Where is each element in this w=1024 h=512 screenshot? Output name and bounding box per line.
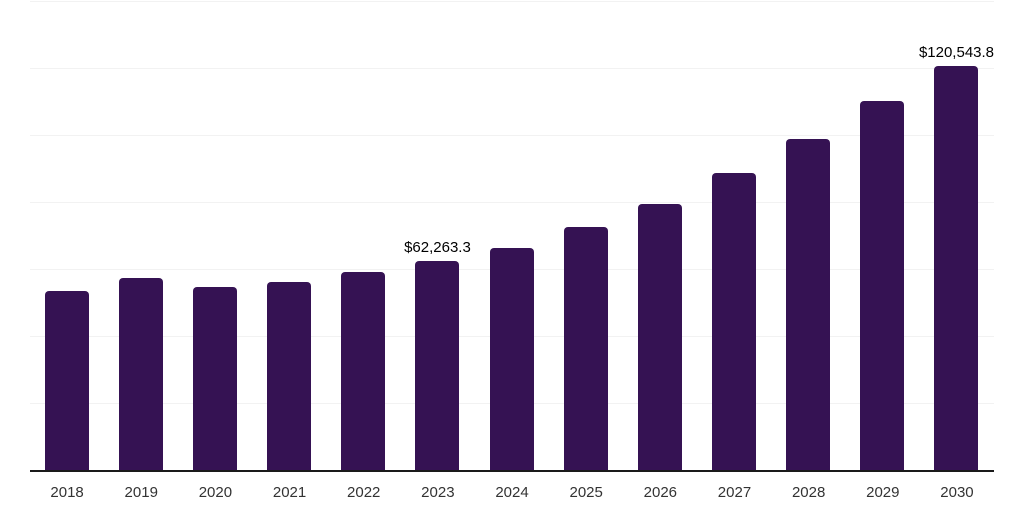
gridline [30,135,994,136]
bar-group-2020 [178,1,252,470]
bar-group-2027 [697,1,771,470]
bar-2026[interactable] [637,204,682,470]
bar-2024[interactable] [489,247,534,470]
x-tick-2018: 2018 [50,484,84,501]
x-tick-2029: 2029 [866,484,900,501]
bar-2027[interactable] [711,172,756,470]
bars-row: $62,263.3 $120,543.8 [30,1,994,470]
x-tick-2024: 2024 [495,484,529,501]
bar-group-2026 [623,1,697,470]
x-tick-2026: 2026 [643,484,678,501]
x-tick-2019: 2019 [124,484,158,501]
bar-group-2023: $62,263.3 [400,1,474,470]
x-tick-2025: 2025 [569,484,603,501]
bar-2022[interactable] [341,272,386,470]
bar-2020[interactable] [193,287,238,470]
bar-group-2025 [549,1,623,470]
bar-value-label-2030: $120,543.8 [918,44,995,62]
x-tick-2022: 2022 [347,484,381,501]
bar-group-2018 [30,1,104,470]
x-axis-labels: 2018 2019 2020 2021 2022 2023 2024 2025 2026 2027… [30,484,994,501]
x-tick-2020: 2020 [198,484,233,501]
x-tick-2023: 2023 [421,484,455,501]
x-tick-2021: 2021 [272,484,307,501]
bar-2021[interactable] [267,282,312,470]
bar-group-2024 [474,1,548,470]
plot-area: $62,263.3 $120,543.8 [30,1,994,472]
bar-value-label-2023: $62,263.3 [404,239,471,257]
x-tick-2027: 2027 [717,484,752,501]
bar-group-2028 [771,1,845,470]
bar-group-2021 [252,1,326,470]
bar-2023[interactable] [415,261,460,470]
gridline [30,1,994,2]
x-tick-2030: 2030 [940,484,974,501]
bar-group-2019 [104,1,178,470]
bar-2028[interactable] [785,139,830,470]
bar-group-2022 [326,1,400,470]
gridline [30,202,994,203]
bar-group-2030: $120,543.8 [919,1,994,470]
bar-2018[interactable] [45,291,90,470]
bar-2025[interactable] [563,227,608,470]
bar-group-2029 [845,1,919,470]
bar-2030[interactable] [934,66,979,470]
gridline [30,68,994,69]
bar-2019[interactable] [119,277,164,470]
bar-2029[interactable] [859,100,904,470]
x-tick-2028: 2028 [791,484,826,501]
